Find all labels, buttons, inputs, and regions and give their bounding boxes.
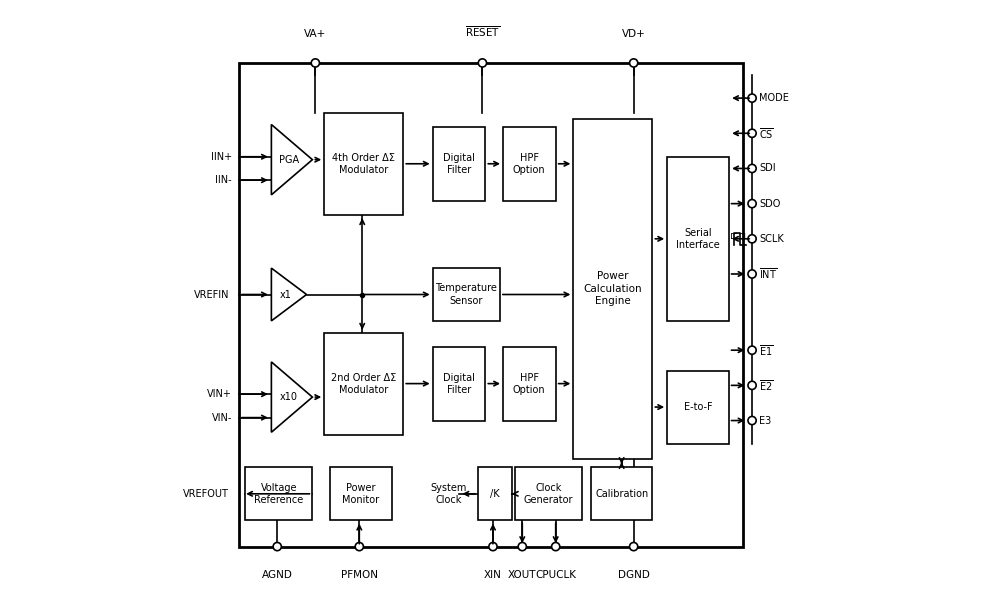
Text: $\overline{\rm RESET}$: $\overline{\rm RESET}$ — [465, 25, 500, 39]
Circle shape — [748, 416, 756, 425]
Circle shape — [273, 542, 281, 551]
Text: AGND: AGND — [262, 570, 293, 580]
Text: /K: /K — [490, 489, 500, 499]
Circle shape — [552, 542, 560, 551]
Bar — [478, 468, 512, 520]
Bar — [503, 348, 556, 421]
Text: $\overline{\rm E2}$: $\overline{\rm E2}$ — [759, 378, 773, 393]
Text: System
Clock: System Clock — [430, 483, 467, 505]
Text: $\overline{\rm CS}$: $\overline{\rm CS}$ — [759, 126, 774, 141]
Circle shape — [748, 346, 756, 355]
Bar — [245, 468, 312, 520]
Bar — [330, 468, 392, 520]
Circle shape — [748, 94, 756, 102]
Circle shape — [748, 129, 756, 137]
Text: Digital
Filter: Digital Filter — [443, 153, 475, 176]
Bar — [591, 468, 652, 520]
Circle shape — [355, 542, 363, 551]
Bar — [433, 268, 500, 321]
Circle shape — [630, 59, 638, 67]
Text: DGND: DGND — [618, 570, 650, 580]
Text: $\overline{\rm INT}$: $\overline{\rm INT}$ — [759, 267, 777, 282]
Text: SDO: SDO — [759, 198, 780, 209]
Circle shape — [748, 270, 756, 278]
Text: IIN-: IIN- — [215, 175, 232, 185]
Circle shape — [748, 200, 756, 208]
Text: VA+: VA+ — [304, 29, 326, 39]
Text: CPUCLK: CPUCLK — [535, 570, 576, 580]
Text: Temperature
Sensor: Temperature Sensor — [435, 283, 497, 306]
Text: 4th Order ΔΣ
Modulator: 4th Order ΔΣ Modulator — [332, 153, 395, 176]
Text: Calibration: Calibration — [595, 489, 648, 499]
Text: PGA: PGA — [279, 155, 299, 165]
Circle shape — [748, 234, 756, 243]
Text: IIN+: IIN+ — [211, 152, 232, 162]
Text: Voltage
Reference: Voltage Reference — [254, 482, 303, 505]
Circle shape — [748, 381, 756, 389]
Text: $\sqsubset\!\!\!\sqsupset$: $\sqsubset\!\!\!\sqsupset$ — [728, 231, 747, 241]
Text: VREFIN: VREFIN — [194, 290, 229, 299]
Text: XOUT: XOUT — [508, 570, 537, 580]
Text: E3: E3 — [759, 415, 771, 425]
Circle shape — [478, 59, 487, 67]
Text: Serial
Interface: Serial Interface — [676, 227, 720, 250]
Text: VREFOUT: VREFOUT — [183, 489, 229, 499]
Text: VIN+: VIN+ — [207, 389, 232, 399]
Text: XIN: XIN — [484, 570, 502, 580]
Bar — [515, 468, 582, 520]
Text: MODE: MODE — [759, 93, 789, 103]
Circle shape — [311, 59, 319, 67]
Text: x10: x10 — [280, 392, 298, 402]
Bar — [324, 112, 403, 216]
Bar — [324, 333, 403, 435]
Text: Clock
Generator: Clock Generator — [524, 482, 573, 505]
Text: $\overline{\rm E1}$: $\overline{\rm E1}$ — [759, 343, 773, 358]
Text: HPF
Option: HPF Option — [513, 153, 546, 176]
Bar — [433, 127, 485, 201]
Text: Power
Monitor: Power Monitor — [342, 482, 379, 505]
Text: E-to-F: E-to-F — [684, 402, 712, 412]
Circle shape — [489, 542, 497, 551]
Text: x1: x1 — [280, 290, 292, 299]
Circle shape — [748, 164, 756, 173]
Polygon shape — [271, 268, 307, 321]
Text: SCLK: SCLK — [759, 234, 784, 244]
Text: VIN-: VIN- — [212, 413, 232, 422]
Text: PFMON: PFMON — [341, 570, 378, 580]
Bar — [573, 118, 652, 459]
Polygon shape — [271, 362, 312, 432]
Polygon shape — [271, 124, 312, 195]
Text: SDI: SDI — [759, 164, 776, 174]
Text: HPF
Option: HPF Option — [513, 373, 546, 395]
Bar — [667, 370, 729, 444]
Circle shape — [630, 542, 638, 551]
Bar — [503, 127, 556, 201]
Text: Power
Calculation
Engine: Power Calculation Engine — [584, 272, 642, 306]
Text: Digital
Filter: Digital Filter — [443, 373, 475, 395]
Circle shape — [518, 542, 526, 551]
Bar — [433, 348, 485, 421]
Text: VD+: VD+ — [622, 29, 646, 39]
Bar — [667, 157, 729, 321]
Bar — [239, 63, 743, 547]
Text: 2nd Order ΔΣ
Modulator: 2nd Order ΔΣ Modulator — [331, 373, 396, 395]
